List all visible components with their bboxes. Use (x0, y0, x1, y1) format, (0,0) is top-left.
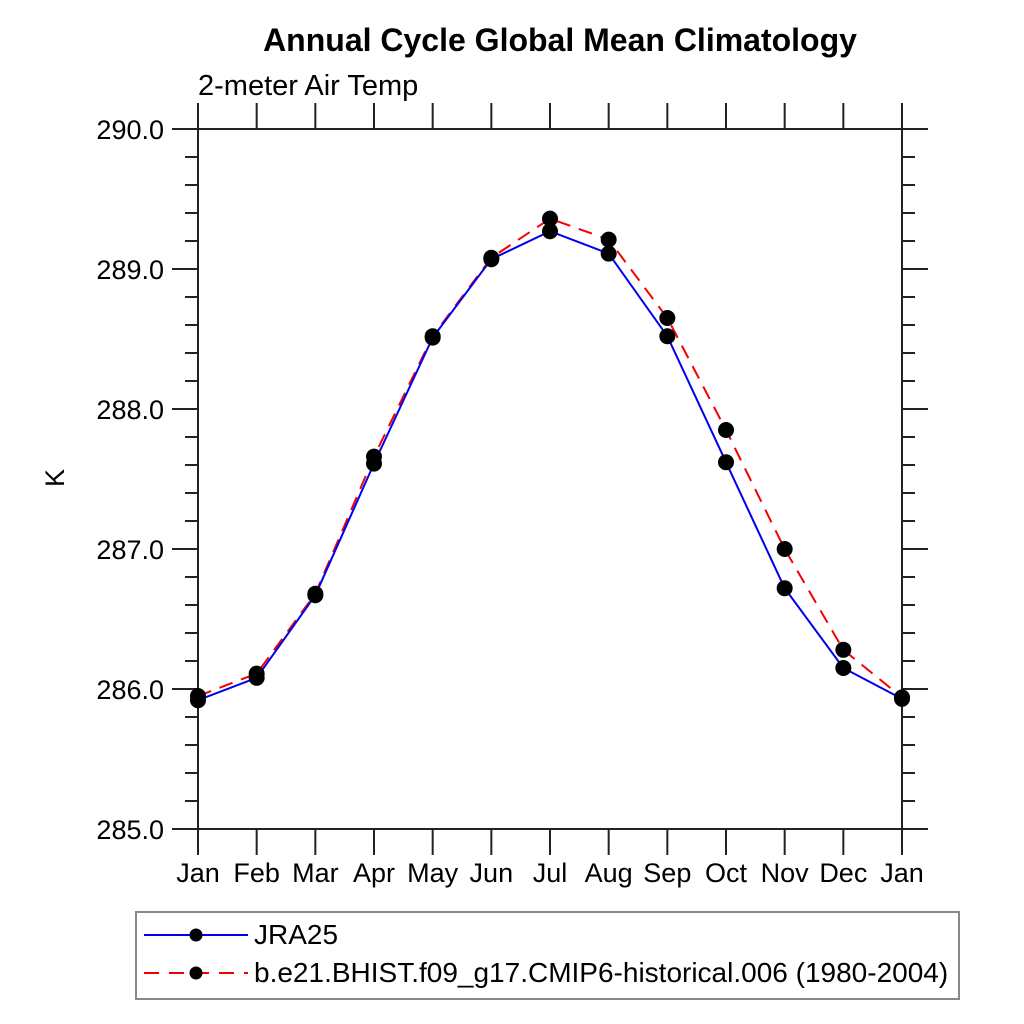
y-tick-label: 287.0 (96, 535, 164, 565)
x-tick-label: Jan (176, 858, 220, 888)
data-point-marker (248, 665, 265, 682)
chart-title: Annual Cycle Global Mean Climatology (263, 22, 857, 58)
data-point-marker (600, 231, 617, 248)
x-tick-label: Aug (585, 858, 633, 888)
data-point-marker (424, 328, 441, 345)
x-tick-label: Dec (819, 858, 867, 888)
y-tick-label: 288.0 (96, 395, 164, 425)
data-point-marker (307, 585, 324, 602)
y-tick-label: 286.0 (96, 675, 164, 705)
data-point-marker (894, 689, 910, 706)
y-tick-label: 290.0 (96, 115, 164, 145)
data-point-marker (718, 454, 734, 471)
legend-sample-dashed-line-icon (144, 966, 248, 980)
x-tick-label: Mar (292, 858, 339, 888)
x-tick-label: Jan (880, 858, 924, 888)
data-point-marker (190, 688, 206, 704)
chart-subtitle: 2-meter Air Temp (198, 70, 419, 102)
y-tick-label: 289.0 (96, 255, 164, 285)
legend: JRA25 b.e21.BHIST.f09_g17.CMIP6-historic… (135, 911, 960, 1000)
legend-label-jra25: JRA25 (254, 919, 339, 950)
data-point-marker (366, 448, 382, 465)
legend-row-jra25: JRA25 (137, 918, 958, 952)
series-line-cesm (197, 217, 903, 699)
x-tick-label: Jul (533, 858, 568, 888)
x-tick-label: Sep (643, 858, 691, 888)
data-point-marker (659, 328, 676, 345)
x-tick-label: Nov (761, 858, 810, 888)
data-point-marker (542, 223, 558, 240)
series-line-jra25 (197, 230, 903, 702)
data-point-marker (718, 422, 734, 438)
x-tick-label: Apr (353, 858, 395, 888)
data-point-marker (835, 641, 852, 658)
legend-row-cesm: b.e21.BHIST.f09_g17.CMIP6-historical.006… (137, 956, 958, 990)
y-tick-label: 285.0 (96, 815, 164, 845)
data-point-marker (776, 580, 793, 597)
x-tick-label: Feb (233, 858, 280, 888)
data-point-marker (542, 210, 558, 227)
legend-sample-solid-line-icon (144, 928, 248, 942)
data-point-marker (659, 310, 676, 326)
x-tick-label: Oct (705, 858, 748, 888)
data-point-marker (600, 245, 617, 262)
data-point-marker (483, 249, 500, 266)
legend-label-cesm: b.e21.BHIST.f09_g17.CMIP6-historical.006… (254, 957, 949, 988)
data-point-marker (835, 660, 852, 676)
x-tick-label: May (407, 858, 459, 888)
x-tick-label: Jun (470, 858, 514, 888)
data-point-marker (776, 541, 793, 557)
